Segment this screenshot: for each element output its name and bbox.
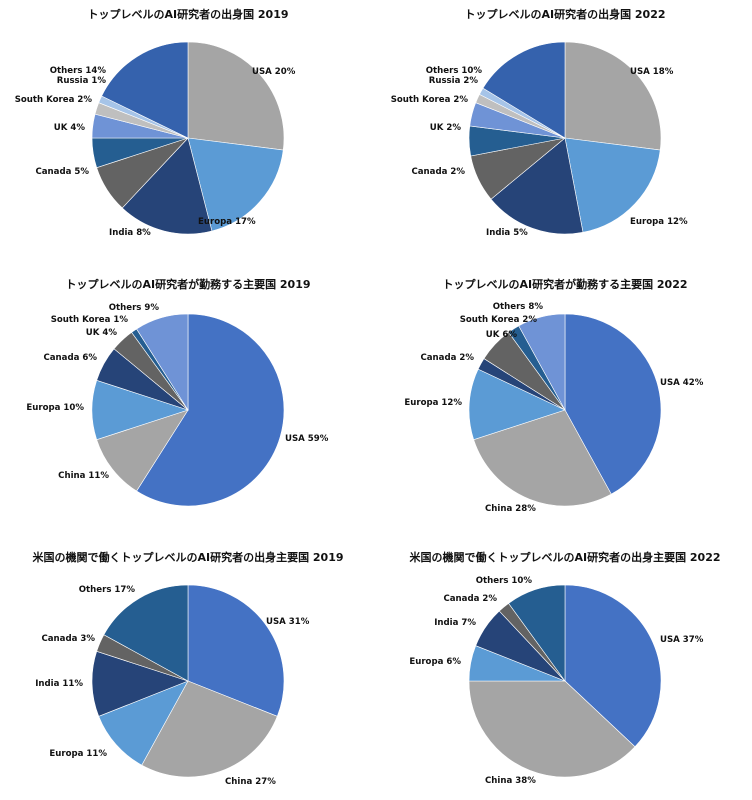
chart-title: トップレベルのAI研究者が勤務する主要国 2019: [65, 277, 310, 291]
slice-label: Canada 5%: [35, 167, 89, 177]
slice-label: Others 10%: [476, 576, 533, 586]
slice-label: Russia 1%: [57, 76, 107, 86]
slice-label: UK 2%: [430, 123, 462, 133]
slice-label: Canada 2%: [443, 594, 497, 604]
pie-slice: [187, 41, 285, 151]
slice-label: USA 37%: [660, 635, 704, 645]
pie-slice: [91, 650, 189, 717]
pie-slice: [518, 313, 566, 411]
slice-label: USA 18%: [630, 67, 674, 77]
slice-label: Europa 10%: [26, 403, 84, 413]
pie-chart-1: トップレベルのAI研究者の出身国 2019 USA 20% Europa 17% In…: [15, 7, 296, 238]
pie-slice: [473, 409, 612, 507]
slice-label: UK 6%: [486, 330, 518, 340]
pie-chart-5: 米国の機関で働くトップレベルのAI研究者の出身主要国 2019 USA 31% Ch…: [31, 550, 343, 787]
slice-label: Europa 11%: [49, 749, 107, 759]
chart-title: トップレベルのAI研究者の出身国 2019: [87, 7, 288, 21]
slice-label: Others 9%: [109, 303, 160, 313]
pie-slice: [564, 137, 661, 233]
slice-label: India 5%: [486, 228, 528, 238]
pie-chart-2: トップレベルのAI研究者の出身国 2022 USA 18% Europa 12% In…: [391, 7, 688, 238]
slice-label: India 11%: [35, 679, 83, 689]
slice-label: USA 59%: [285, 434, 329, 444]
chart-title: 米国の機関で働くトップレベルのAI研究者の出身主要国 2019: [31, 550, 343, 564]
slice-label: UK 4%: [54, 123, 86, 133]
slice-label: Europa 12%: [404, 398, 462, 408]
slice-label: China 11%: [58, 471, 109, 481]
slice-label: Europa 17%: [198, 217, 256, 227]
pie-slice: [564, 584, 662, 748]
slice-label: China 38%: [485, 776, 536, 786]
pie-slice: [564, 41, 662, 151]
slice-label: South Korea 2%: [15, 95, 93, 105]
slice-label: Canada 2%: [420, 353, 474, 363]
slice-label: Canada 6%: [43, 353, 97, 363]
slice-label: Others 17%: [79, 585, 136, 595]
pie-slice: [564, 313, 662, 495]
pie-slice: [103, 584, 189, 682]
pie-slice: [187, 137, 284, 232]
pie-chart-3: トップレベルのAI研究者が勤務する主要国 2019 USA 59% China 11…: [26, 277, 329, 507]
slice-label: USA 20%: [252, 67, 296, 77]
pie-slice: [98, 680, 189, 766]
pie-slice: [136, 313, 285, 507]
chart-title: 米国の機関で働くトップレベルのAI研究者の出身主要国 2022: [408, 550, 720, 564]
slice-label: Others 8%: [493, 302, 544, 312]
slice-label: South Korea 1%: [51, 315, 129, 325]
pie-slice: [121, 137, 213, 235]
slice-label: USA 31%: [266, 617, 310, 627]
pie-slice: [101, 41, 189, 139]
slice-label: China 28%: [485, 504, 536, 514]
pie-slice: [136, 313, 189, 412]
slice-label: UK 4%: [86, 328, 118, 338]
slice-label: India 8%: [109, 228, 151, 238]
slice-label: Canada 3%: [41, 634, 95, 644]
slice-label: South Korea 2%: [460, 315, 538, 325]
pie-slice: [187, 584, 285, 717]
slice-label: China 27%: [225, 777, 276, 787]
slice-label: Others 14%: [50, 66, 107, 76]
slice-label: Europa 6%: [409, 657, 461, 667]
chart-title: トップレベルのAI研究者の出身国 2022: [464, 7, 665, 21]
slice-label: Russia 2%: [429, 76, 479, 86]
pie-slice: [96, 409, 189, 492]
chart-title: トップレベルのAI研究者が勤務する主要国 2022: [442, 277, 687, 291]
slice-label: Europa 12%: [630, 217, 688, 227]
slice-label: India 7%: [434, 618, 476, 628]
pie-chart-4: トップレベルのAI研究者が勤務する主要国 2022 USA 42% China 28…: [404, 277, 703, 514]
slice-label: USA 42%: [660, 378, 704, 388]
slice-label: South Korea 2%: [391, 95, 469, 105]
pie-slice: [468, 368, 566, 441]
pie-slice: [508, 584, 566, 682]
pie-slice: [482, 41, 566, 139]
pie-chart-6: 米国の機関で働くトップレベルのAI研究者の出身主要国 2022 USA 37% Ch…: [408, 550, 720, 786]
pie-slice: [490, 137, 584, 235]
slice-label: Others 10%: [426, 66, 483, 76]
pie-slice: [468, 680, 636, 778]
pie-slice: [141, 680, 278, 778]
slice-label: Canada 2%: [411, 167, 465, 177]
